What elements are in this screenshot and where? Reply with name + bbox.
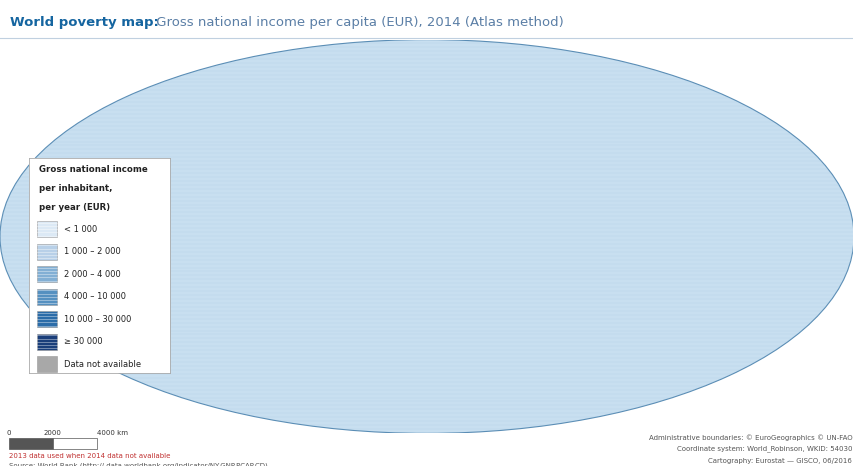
- Text: < 1 000: < 1 000: [64, 225, 97, 233]
- Text: eurostat: eurostat: [756, 412, 812, 425]
- Text: Gross national income per capita (EUR), 2014 (Atlas method): Gross national income per capita (EUR), …: [152, 16, 563, 29]
- Text: Cartography: Eurostat — GISCO, 06/2016: Cartography: Eurostat — GISCO, 06/2016: [708, 458, 851, 464]
- Bar: [38, 244, 57, 260]
- Text: ≥ 30 000: ≥ 30 000: [64, 337, 102, 346]
- Bar: [38, 221, 57, 237]
- Text: 4000 km: 4000 km: [97, 430, 128, 436]
- Text: Administrative boundaries: © EuroGeographics © UN-FAO: Administrative boundaries: © EuroGeograp…: [648, 434, 851, 440]
- Text: Coordinate system: World_Robinson, WKID: 54030: Coordinate system: World_Robinson, WKID:…: [676, 445, 851, 452]
- Bar: [38, 288, 57, 305]
- Bar: [53, 438, 97, 449]
- Text: 2000: 2000: [44, 430, 61, 436]
- Text: per year (EUR): per year (EUR): [39, 204, 110, 212]
- Text: 2013 data used when 2014 data not available: 2013 data used when 2014 data not availa…: [9, 453, 170, 459]
- Ellipse shape: [0, 40, 853, 433]
- Bar: [38, 334, 57, 350]
- Text: 1 000 – 2 000: 1 000 – 2 000: [64, 247, 121, 256]
- Text: Source: World Bank (http:// data.worldbank.org/indicator/NY.GNP.PCAP.CD): Source: World Bank (http:// data.worldba…: [9, 462, 267, 466]
- Text: 0: 0: [6, 430, 11, 436]
- Bar: [38, 266, 57, 282]
- Text: per inhabitant,: per inhabitant,: [39, 184, 113, 193]
- Text: Gross national income: Gross national income: [39, 165, 148, 174]
- Bar: [9, 438, 53, 449]
- Text: 4 000 – 10 000: 4 000 – 10 000: [64, 292, 126, 301]
- Text: 2 000 – 4 000: 2 000 – 4 000: [64, 270, 121, 279]
- Text: World poverty map:: World poverty map:: [10, 16, 159, 29]
- Text: 10 000 – 30 000: 10 000 – 30 000: [64, 315, 131, 324]
- Text: Data not available: Data not available: [64, 360, 142, 369]
- Bar: [38, 356, 57, 372]
- Bar: [38, 311, 57, 327]
